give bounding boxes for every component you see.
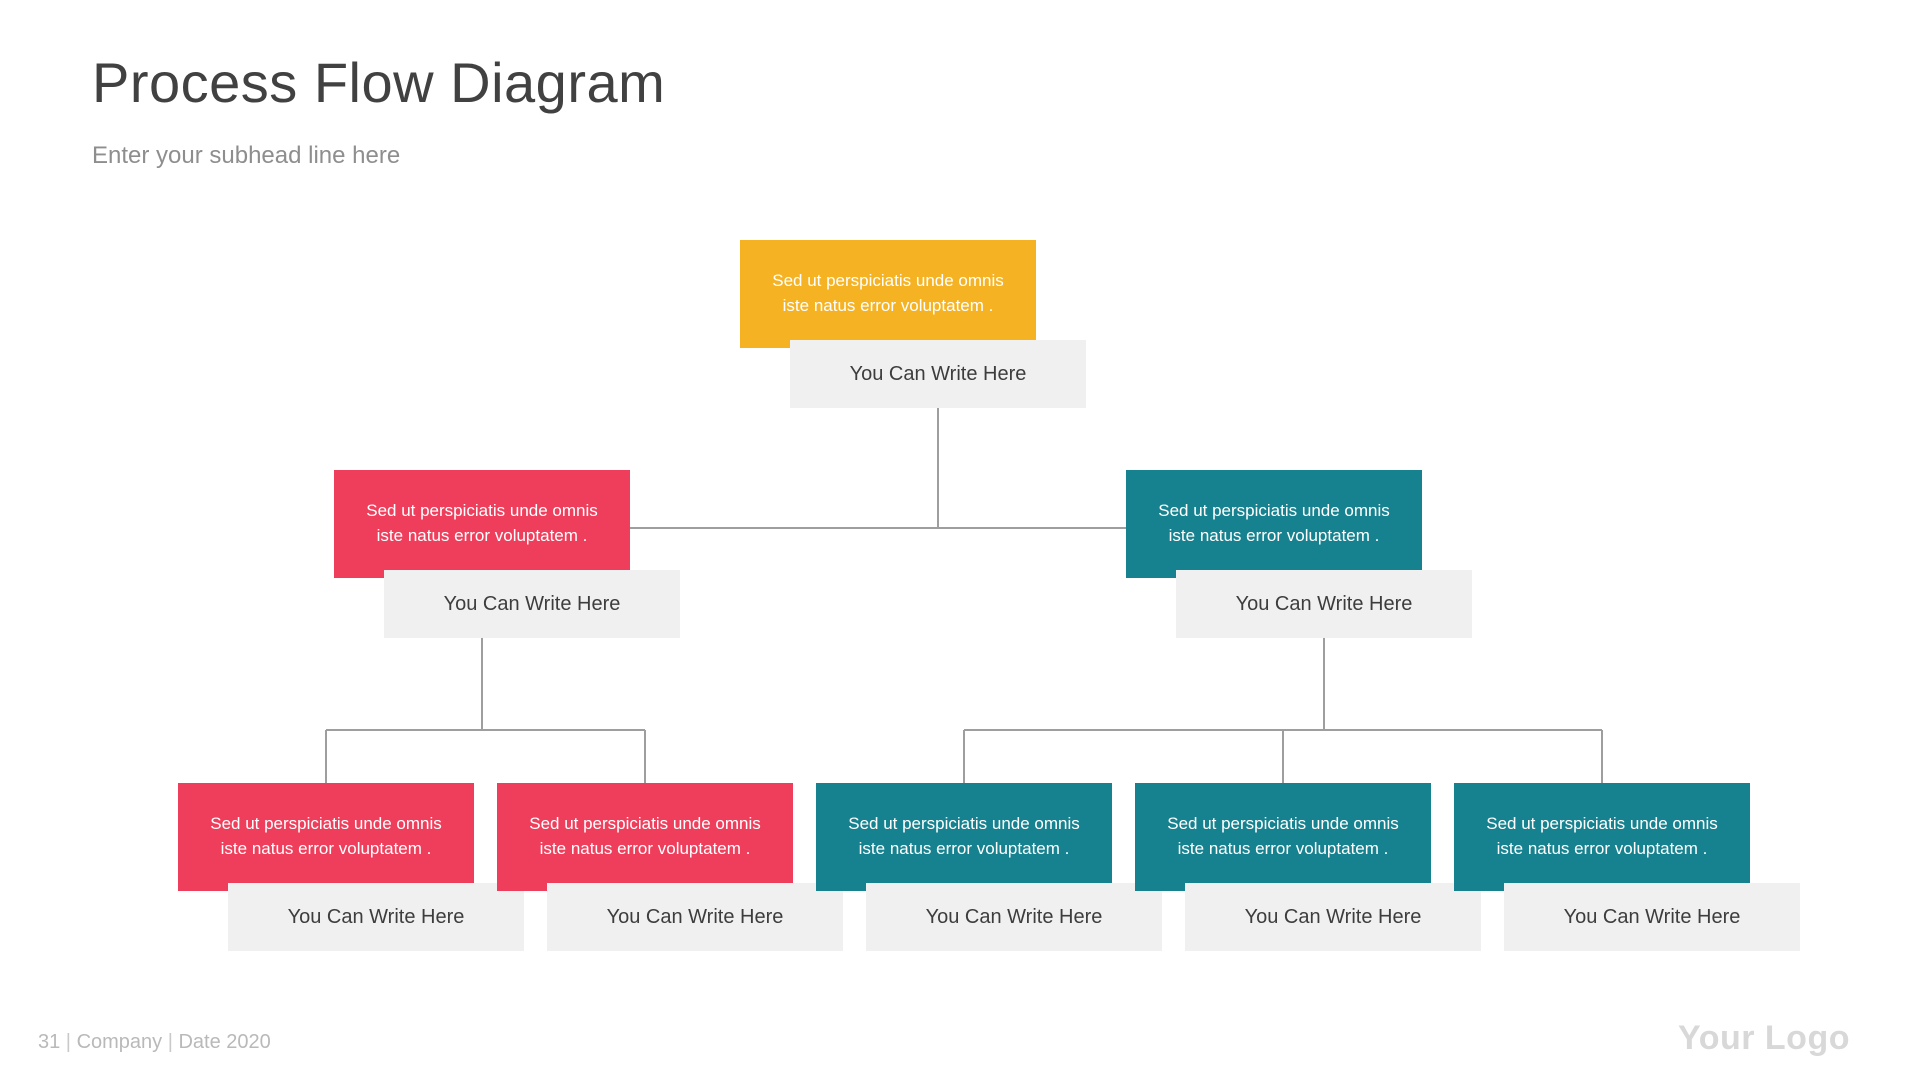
- flow-node-head: Sed ut perspiciatis unde omnis iste natu…: [497, 783, 793, 891]
- flow-node-head: Sed ut perspiciatis unde omnis iste natu…: [740, 240, 1036, 348]
- flow-node: Sed ut perspiciatis unde omnis iste natu…: [178, 783, 474, 891]
- flow-node-label: You Can Write Here: [790, 340, 1086, 408]
- flow-node: Sed ut perspiciatis unde omnis iste natu…: [740, 240, 1036, 348]
- flow-node-label: You Can Write Here: [1504, 883, 1800, 951]
- flow-node-label: You Can Write Here: [228, 883, 524, 951]
- footer-page: 31: [38, 1031, 60, 1053]
- flow-node-label: You Can Write Here: [866, 883, 1162, 951]
- flow-node-label: You Can Write Here: [1176, 570, 1472, 638]
- slide-footer: 31CompanyDate 2020: [38, 1031, 271, 1054]
- flow-node-label: You Can Write Here: [384, 570, 680, 638]
- flow-node-head: Sed ut perspiciatis unde omnis iste natu…: [334, 470, 630, 578]
- flow-node-head: Sed ut perspiciatis unde omnis iste natu…: [178, 783, 474, 891]
- flow-node: Sed ut perspiciatis unde omnis iste natu…: [497, 783, 793, 891]
- flow-node: Sed ut perspiciatis unde omnis iste natu…: [816, 783, 1112, 891]
- brand-logo: Your Logo: [1678, 1019, 1850, 1058]
- flow-node-label: You Can Write Here: [1185, 883, 1481, 951]
- flow-node-head: Sed ut perspiciatis unde omnis iste natu…: [1454, 783, 1750, 891]
- flow-node-head: Sed ut perspiciatis unde omnis iste natu…: [1126, 470, 1422, 578]
- flow-node-head: Sed ut perspiciatis unde omnis iste natu…: [816, 783, 1112, 891]
- footer-company: Company: [60, 1031, 162, 1053]
- flow-node-head: Sed ut perspiciatis unde omnis iste natu…: [1135, 783, 1431, 891]
- flow-node: Sed ut perspiciatis unde omnis iste natu…: [1454, 783, 1750, 891]
- footer-date: Date 2020: [162, 1031, 271, 1053]
- flow-node: Sed ut perspiciatis unde omnis iste natu…: [1135, 783, 1431, 891]
- flow-node: Sed ut perspiciatis unde omnis iste natu…: [334, 470, 630, 578]
- flow-node: Sed ut perspiciatis unde omnis iste natu…: [1126, 470, 1422, 578]
- flow-node-label: You Can Write Here: [547, 883, 843, 951]
